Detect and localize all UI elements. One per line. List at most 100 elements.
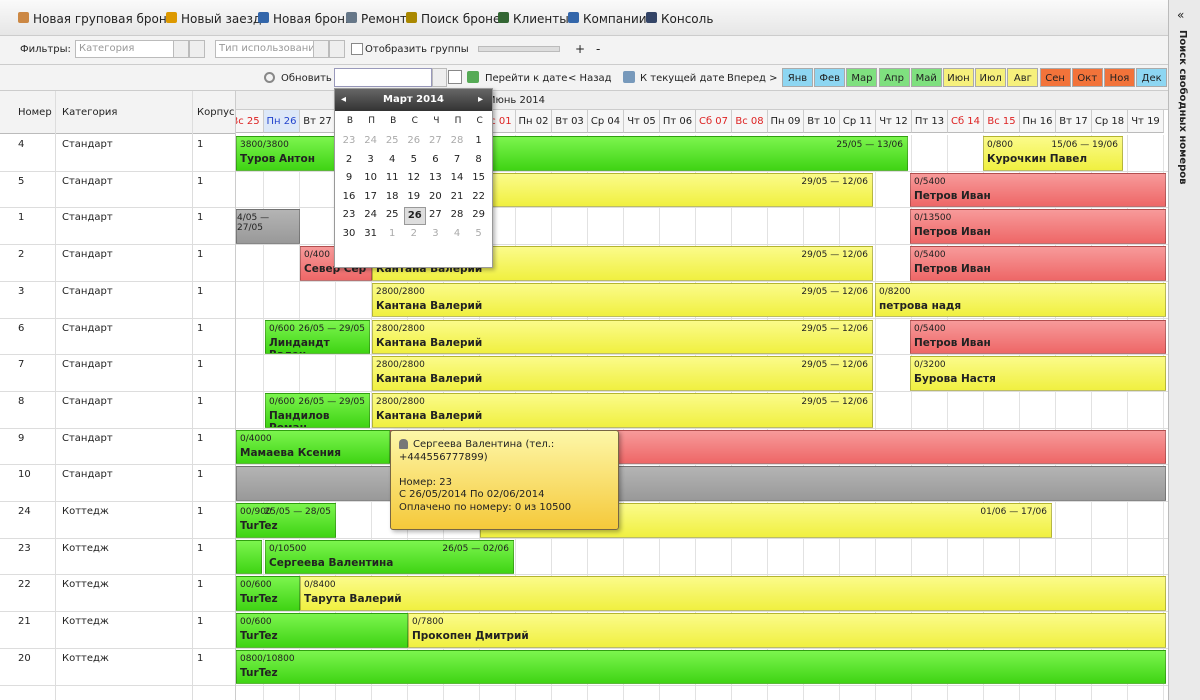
datepicker-title[interactable]: Март 2014: [383, 94, 444, 105]
prev-month[interactable]: ◂: [341, 94, 347, 105]
toolbar-button[interactable]: Компании: [583, 12, 647, 26]
day-cell[interactable]: 11: [385, 172, 399, 183]
toolbar-button[interactable]: Клиенты: [513, 12, 569, 26]
month-button[interactable]: Сен: [1039, 68, 1071, 87]
today-btn[interactable]: К текущей дате: [640, 73, 725, 84]
day-cell[interactable]: 10: [364, 172, 377, 183]
dropdown-btn[interactable]: [189, 40, 205, 58]
toolbar-button[interactable]: Новая бронь: [273, 12, 353, 26]
zoom-in[interactable]: +: [575, 42, 586, 56]
side-title[interactable]: Поиск свободных номеров: [1177, 30, 1188, 185]
day-cell[interactable]: 14: [450, 172, 464, 183]
month-button[interactable]: Янв: [782, 68, 813, 87]
day-cell[interactable]: 5: [475, 227, 482, 239]
category-input[interactable]: Категория: [75, 40, 178, 58]
date-input[interactable]: [334, 68, 432, 87]
checkbox[interactable]: [351, 43, 363, 55]
month-button[interactable]: Июл: [975, 68, 1007, 87]
day-cell[interactable]: 27: [429, 209, 442, 220]
booking-bar[interactable]: [236, 539, 262, 575]
month-button[interactable]: Ноя: [1104, 68, 1135, 87]
side-toggle[interactable]: «: [1177, 8, 1185, 22]
day-cell[interactable]: 23: [342, 209, 356, 220]
day-cell[interactable]: 3: [432, 227, 439, 239]
month-button[interactable]: Фев: [814, 68, 846, 87]
day-cell[interactable]: 31: [364, 227, 377, 239]
day-cell[interactable]: 7: [453, 153, 461, 165]
toolbar-button[interactable]: Консоль: [661, 12, 714, 26]
day-cell[interactable]: 23: [342, 135, 356, 146]
month-button[interactable]: Мар: [846, 68, 878, 87]
day-cell[interactable]: 8: [475, 153, 482, 165]
day-cell[interactable]: 20: [429, 190, 442, 202]
day-cell[interactable]: 21: [450, 190, 464, 202]
refresh-btn[interactable]: Обновить: [281, 73, 332, 84]
day-cell[interactable]: 25: [385, 135, 399, 146]
month-button[interactable]: Дек: [1136, 68, 1168, 87]
calendar-btn[interactable]: [448, 70, 462, 84]
clear-btn[interactable]: [432, 68, 447, 87]
day-cell[interactable]: 28: [450, 135, 464, 146]
zoom-slider[interactable]: [478, 46, 560, 52]
day-cell[interactable]: 15: [472, 172, 485, 183]
month-button[interactable]: Окт: [1071, 68, 1103, 87]
day-cell[interactable]: 6: [432, 153, 439, 165]
booking-bar[interactable]: 0800/10800 TurTez: [236, 649, 1166, 685]
booking-bar[interactable]: 0/8200 петрова надя: [875, 282, 1166, 318]
month-button[interactable]: Авг: [1007, 68, 1039, 87]
day-cell[interactable]: 13: [429, 172, 442, 183]
day-cell[interactable]: 26: [403, 207, 426, 225]
day-cell[interactable]: 12: [407, 172, 421, 183]
zoom-out[interactable]: -: [596, 42, 601, 56]
month-button[interactable]: Июн: [943, 68, 974, 87]
booking-bar[interactable]: 0/7800 Прокопен Дмитрий: [408, 613, 1166, 648]
booking-bar[interactable]: 4/05 — 27/05: [236, 209, 300, 245]
forward-btn[interactable]: Вперед >: [727, 73, 778, 84]
day-cell[interactable]: 9: [345, 172, 353, 183]
booking-bar[interactable]: 0/13500 Петров Иван: [910, 209, 1166, 245]
booking-bar[interactable]: 0/8400 Тарута Валерий: [300, 576, 1166, 612]
dropdown-btn[interactable]: [329, 40, 345, 58]
booking-bar[interactable]: [236, 466, 1166, 501]
day-cell[interactable]: 2: [410, 227, 417, 239]
clear-btn[interactable]: [173, 40, 189, 58]
toolbar-button[interactable]: Ремонт: [361, 12, 407, 26]
booking-bar[interactable]: 0/5400 Петров Иван: [910, 319, 1166, 355]
day-cell[interactable]: 5: [410, 153, 417, 165]
day-cell[interactable]: 30: [342, 227, 356, 239]
booking-bar[interactable]: 00/600 TurTez: [236, 613, 408, 648]
day-cell[interactable]: 1: [389, 227, 396, 239]
booking-bar[interactable]: 0/5400 Петров Иван: [910, 172, 1166, 208]
day-cell[interactable]: 28: [450, 209, 464, 220]
goto-btn[interactable]: Перейти к дате: [485, 73, 568, 84]
next-month[interactable]: ▸: [478, 94, 484, 105]
day-cell[interactable]: 24: [364, 135, 377, 146]
day-cell[interactable]: 2: [345, 153, 353, 165]
day-cell[interactable]: 29: [472, 209, 485, 220]
day-cell[interactable]: 4: [453, 227, 461, 239]
day-cell[interactable]: 22: [472, 190, 485, 202]
day-cell[interactable]: 16: [342, 190, 356, 202]
day-cell[interactable]: 27: [429, 135, 442, 146]
toolbar-button[interactable]: Поиск броней: [421, 12, 509, 26]
day-cell[interactable]: 17: [364, 190, 377, 202]
month-button[interactable]: Май: [910, 68, 942, 87]
booking-bar[interactable]: 2800/2800 29/05 — 12/06 Кантана Валерий: [372, 392, 873, 428]
month-button[interactable]: Апр: [878, 68, 910, 87]
booking-bar[interactable]: 0/10500 26/05 — 02/06 Сергеева Валентина: [265, 539, 514, 575]
back-btn[interactable]: < Назад: [568, 73, 612, 84]
booking-bar[interactable]: 00/900 25/05 — 28/05 TurTez: [236, 503, 336, 538]
day-cell[interactable]: 25: [385, 209, 399, 220]
day-cell[interactable]: 18: [385, 190, 399, 202]
day-cell[interactable]: 26: [407, 135, 421, 146]
booking-bar[interactable]: 0/5400 Петров Иван: [910, 246, 1166, 281]
clear-btn[interactable]: [313, 40, 329, 58]
booking-bar[interactable]: 00/600 TurTez: [236, 576, 300, 612]
booking-bar[interactable]: 0/800 15/06 — 19/06 Курочкин Павел: [983, 136, 1123, 171]
day-cell[interactable]: 4: [389, 153, 396, 165]
booking-bar[interactable]: 0/3200 Бурова Настя: [910, 356, 1166, 391]
toolbar-button[interactable]: Новый заезд: [181, 12, 262, 26]
booking-bar[interactable]: 2800/2800 29/05 — 12/06 Кантана Валерий: [372, 319, 873, 355]
